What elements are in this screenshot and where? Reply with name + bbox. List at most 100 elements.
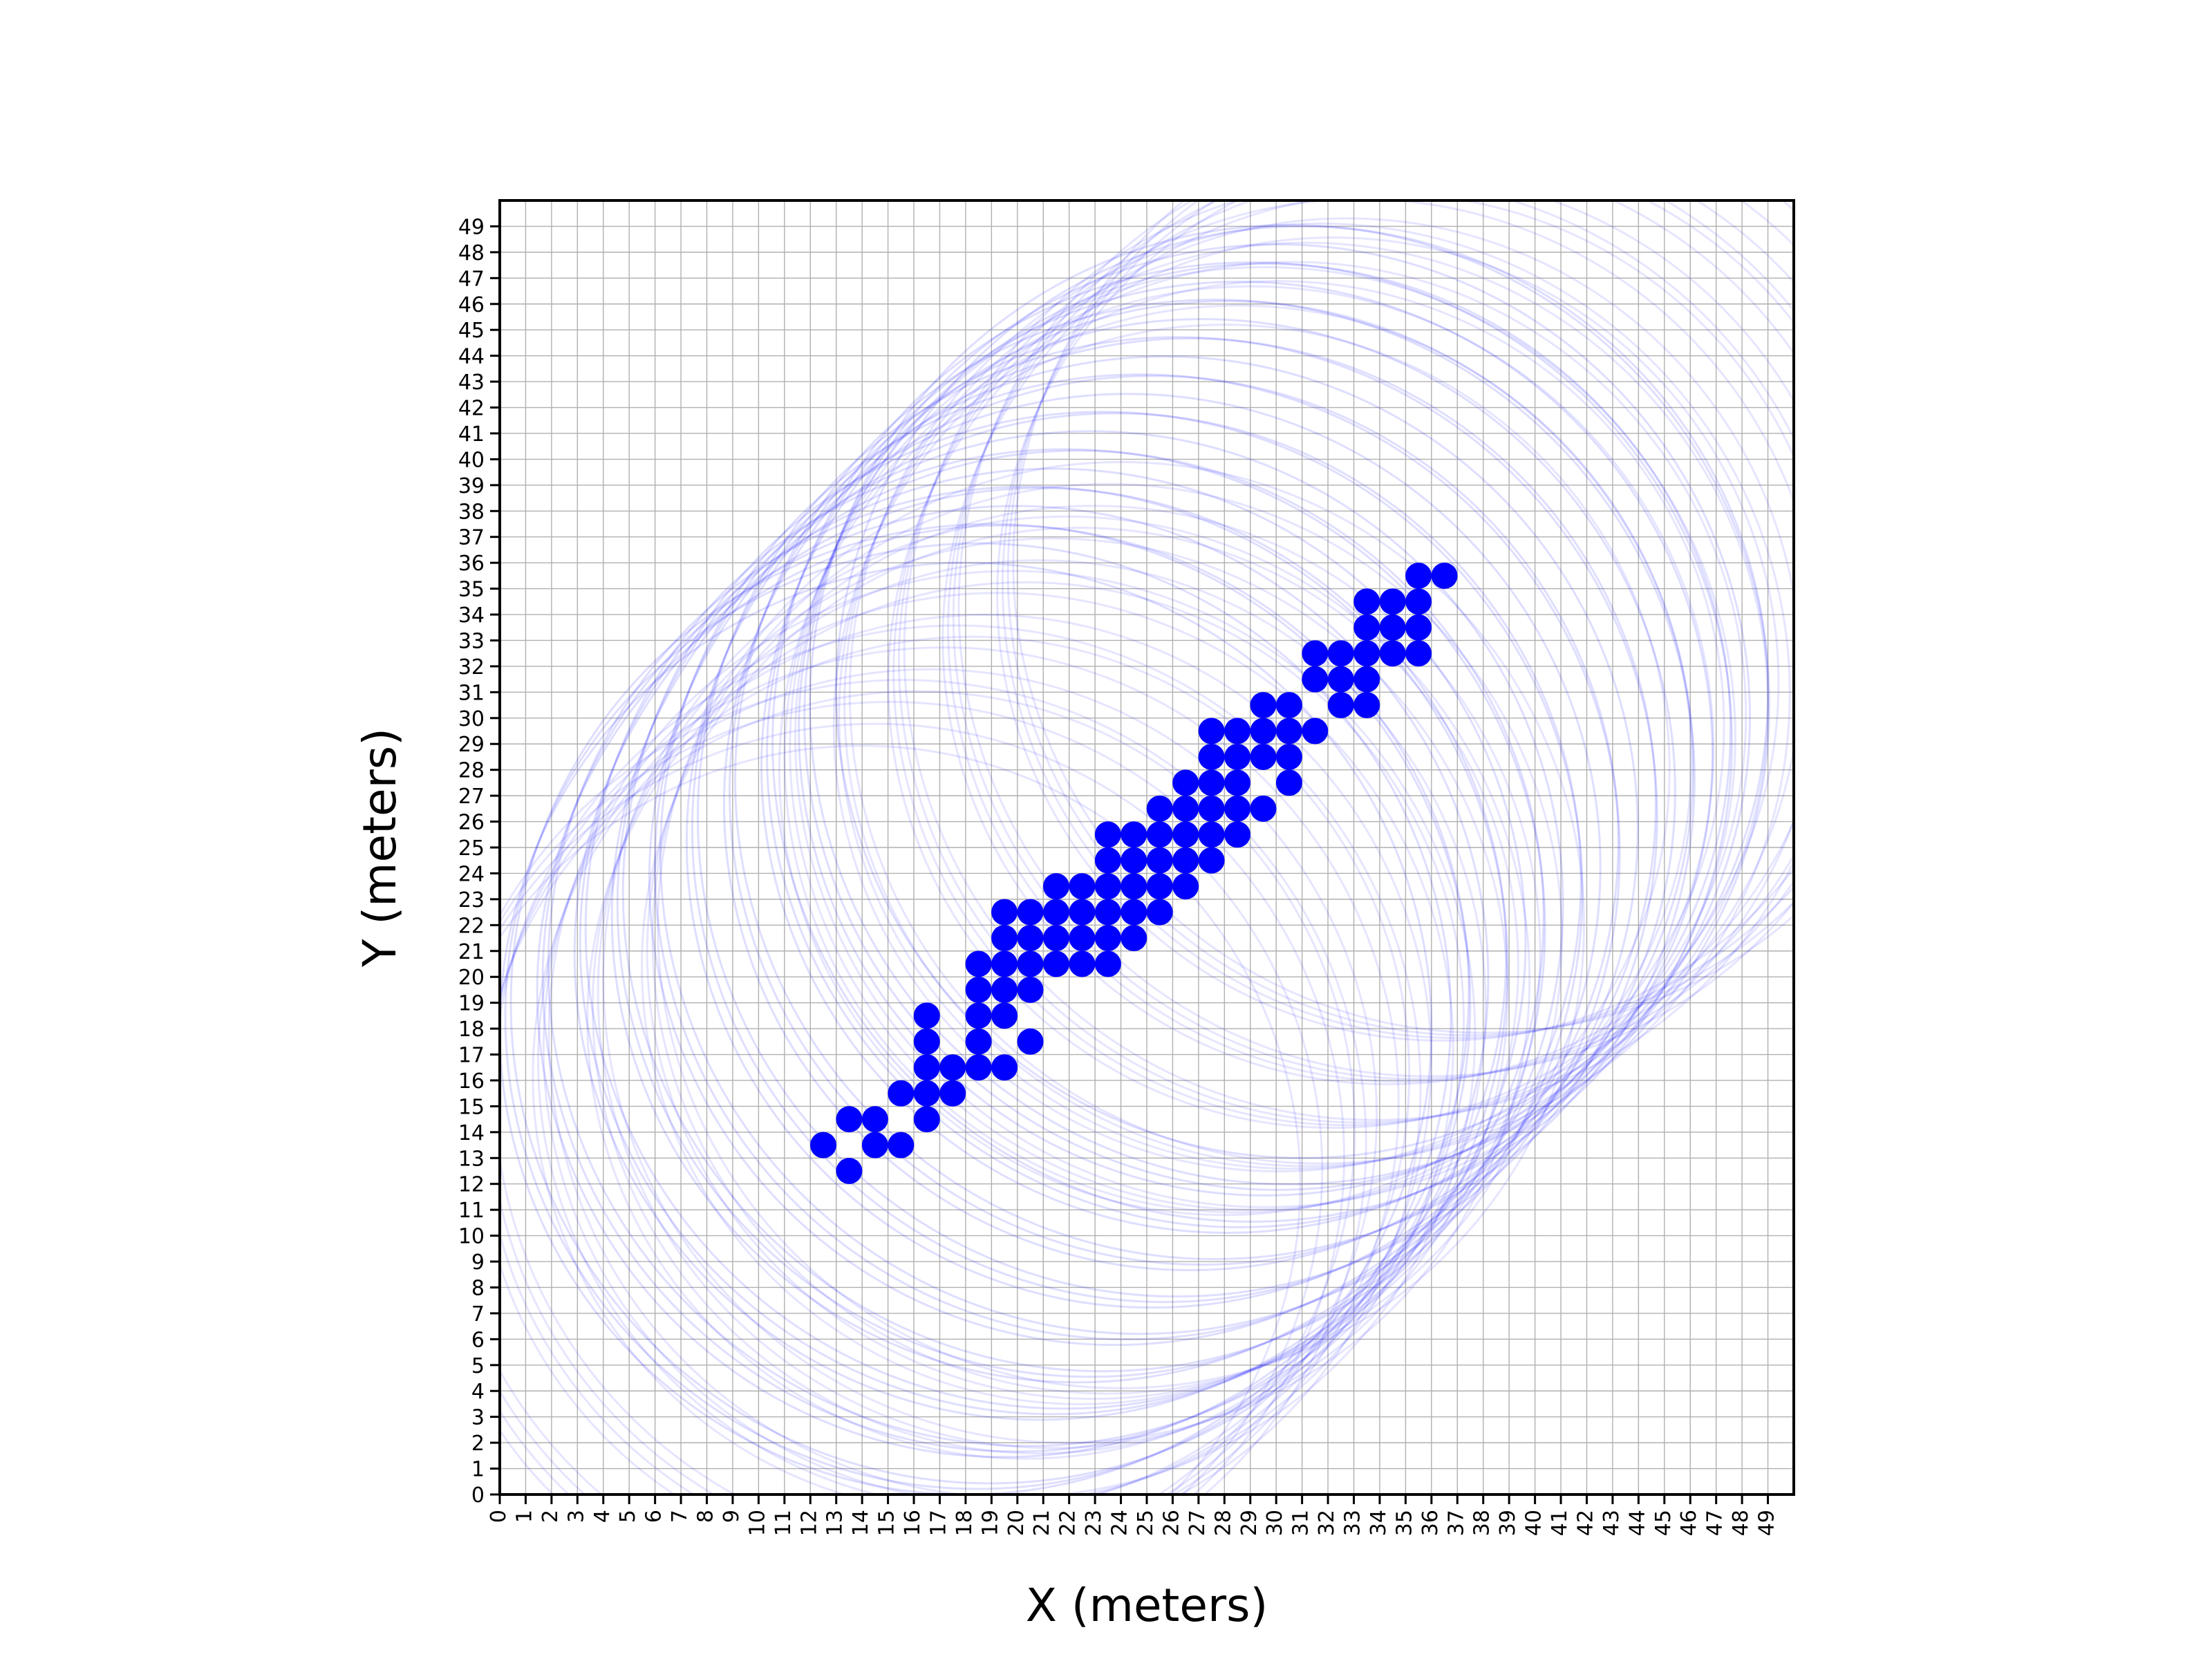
coverage-circle (1002, 200, 1794, 1039)
y-tick-label: 44 (458, 345, 485, 369)
y-tick-label: 32 (458, 655, 485, 679)
data-point (1327, 692, 1354, 719)
x-tick-label: 49 (1755, 1510, 1779, 1536)
y-tick-label: 46 (458, 293, 485, 317)
x-tick-label: 26 (1159, 1510, 1183, 1536)
data-point (991, 1002, 1018, 1029)
coverage-circle (579, 467, 1527, 1416)
coverage-circle (771, 261, 1733, 1223)
coverage-circle (691, 355, 1639, 1304)
x-axis-label: X (meters) (1026, 1579, 1268, 1632)
coverage-circle (648, 412, 1582, 1347)
y-tick-label: 5 (471, 1354, 485, 1378)
y-tick-label: 3 (471, 1406, 485, 1430)
data-points (810, 562, 1458, 1184)
coverage-circle (584, 448, 1546, 1410)
data-point (965, 950, 992, 977)
data-point (1146, 847, 1173, 874)
data-point (1250, 692, 1277, 719)
y-tick-label: 1 (471, 1458, 485, 1482)
coverage-circle (657, 460, 1585, 1389)
data-point (888, 1132, 915, 1159)
coverage-circle (835, 225, 1770, 1159)
y-tick-label: 27 (458, 785, 485, 809)
coverage-circle (641, 527, 1519, 1405)
y-tick-label: 35 (458, 578, 485, 602)
data-point (1353, 614, 1380, 641)
data-point (991, 976, 1018, 1003)
x-tick-label: 0 (487, 1510, 511, 1523)
x-tick-label: 45 (1651, 1510, 1676, 1536)
x-tick-label: 46 (1677, 1510, 1701, 1536)
data-point (861, 1132, 888, 1159)
coverage-circle (500, 722, 1324, 1494)
data-point (1302, 718, 1329, 744)
data-point (913, 1080, 940, 1107)
coverage-circle (536, 524, 1470, 1459)
x-tick-label: 42 (1573, 1510, 1597, 1536)
data-point (1224, 718, 1251, 744)
y-tick-label: 4 (471, 1380, 485, 1404)
x-tick-label: 21 (1030, 1510, 1054, 1536)
data-point (939, 1054, 966, 1081)
y-tick-label: 23 (458, 888, 485, 912)
data-point (1042, 950, 1069, 977)
coverage-circle (500, 646, 1400, 1494)
coverage-circle (509, 523, 1472, 1485)
coverage-circle (500, 679, 1367, 1494)
data-point (1069, 873, 1096, 900)
coverage-circle (798, 263, 1732, 1197)
data-point (836, 1158, 863, 1184)
y-tick-label: 49 (458, 215, 485, 239)
y-tick-label: 24 (458, 862, 485, 886)
x-tick-label: 19 (978, 1510, 1002, 1536)
data-point (1275, 718, 1302, 744)
coverage-circle (610, 449, 1545, 1384)
data-point (1327, 666, 1354, 693)
x-tick-label: 29 (1237, 1510, 1262, 1536)
data-point (1379, 614, 1406, 641)
y-tick-label: 38 (458, 500, 485, 524)
y-tick-label: 13 (458, 1147, 485, 1171)
x-tick-label: 27 (1185, 1510, 1210, 1536)
data-point (1069, 899, 1096, 926)
x-tick-label: 16 (901, 1510, 925, 1536)
x-tick-label: 2 (538, 1510, 563, 1523)
x-tick-label: 32 (1315, 1510, 1339, 1536)
data-point (965, 976, 992, 1003)
data-point (1121, 821, 1147, 848)
coverage-circle (848, 222, 1791, 1165)
x-tick-label: 11 (771, 1510, 796, 1536)
data-point (991, 925, 1018, 952)
coverage-circle (1006, 200, 1794, 1037)
coverage-circle (843, 241, 1769, 1168)
data-point (1198, 743, 1225, 770)
data-point (913, 1106, 940, 1133)
y-tick-label: 10 (458, 1225, 485, 1249)
data-point (913, 1028, 940, 1055)
coverage-circle (685, 375, 1620, 1309)
data-point (1224, 795, 1251, 822)
data-point (1094, 847, 1121, 874)
y-tick-label: 7 (471, 1302, 485, 1327)
data-point (965, 1002, 992, 1029)
coverage-circle (832, 280, 1725, 1173)
data-point (1353, 666, 1380, 693)
coverage-circle (778, 324, 1671, 1217)
data-point (1094, 925, 1121, 952)
y-tick-label: 22 (458, 914, 485, 938)
data-point (1405, 588, 1432, 615)
data-point (836, 1106, 863, 1133)
data-point (913, 1054, 940, 1081)
data-point (1224, 743, 1251, 770)
x-tick-label: 6 (642, 1510, 666, 1523)
data-point (810, 1132, 836, 1159)
coverage-circle (651, 482, 1564, 1395)
y-tick-label: 8 (471, 1276, 485, 1300)
coverage-circle (500, 690, 1356, 1494)
coverage-circle (803, 243, 1752, 1191)
data-point (1431, 562, 1458, 589)
data-point (1042, 925, 1069, 952)
data-point (1302, 666, 1329, 693)
data-point (1042, 899, 1069, 926)
